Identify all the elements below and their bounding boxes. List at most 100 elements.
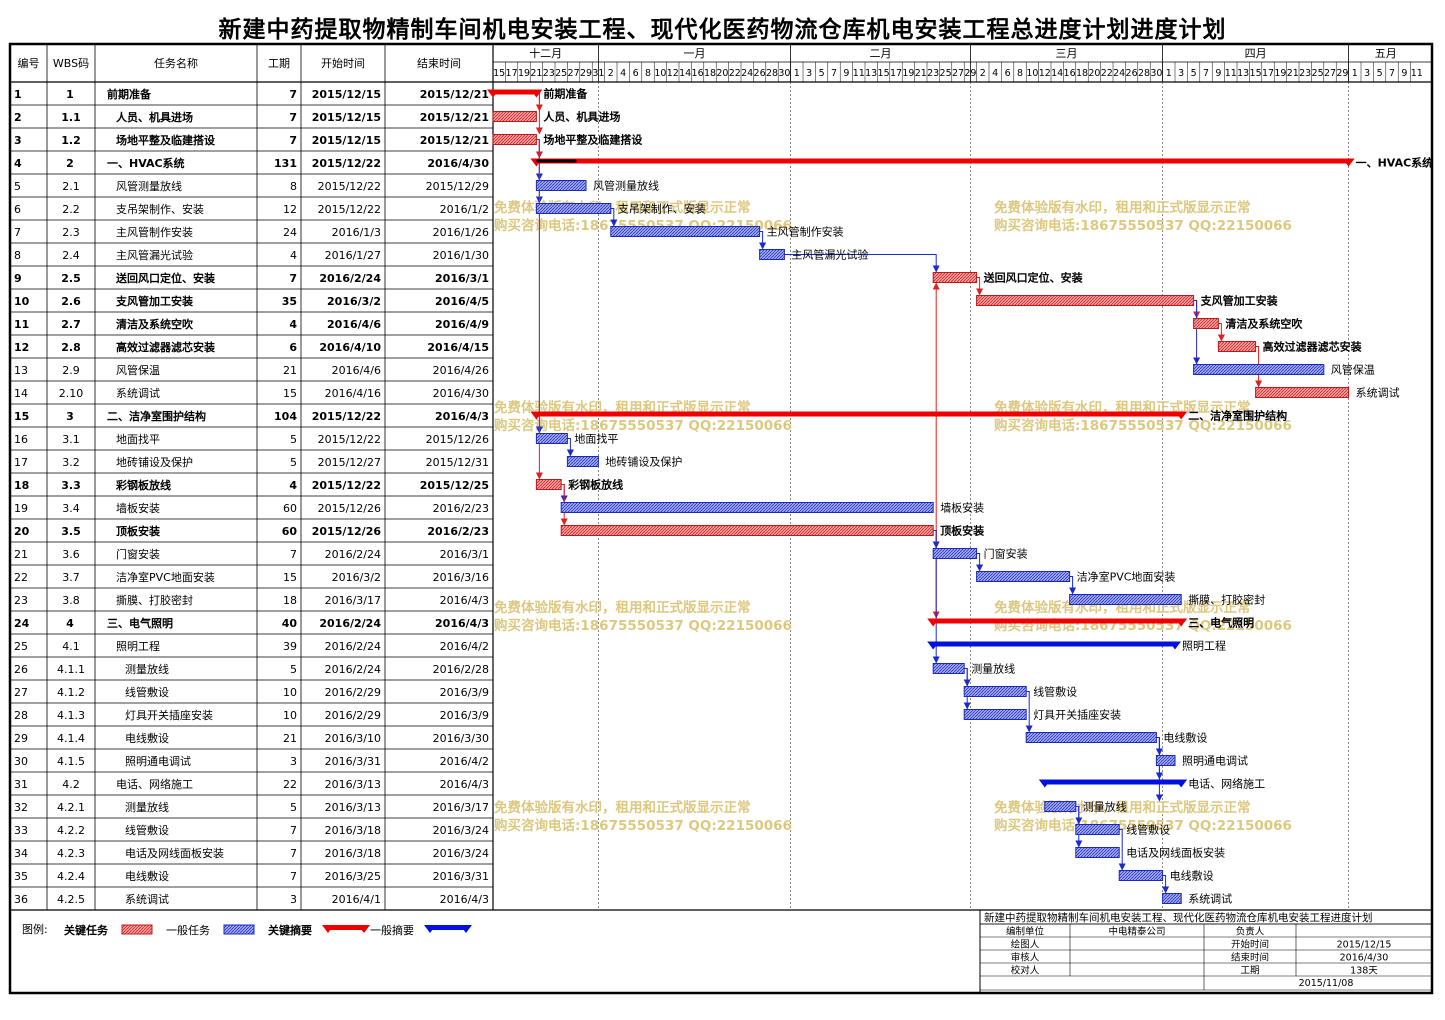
month-label: 四月 [1245,47,1267,60]
day-tick: 1 [1166,68,1172,79]
bar-label: 线管敷设 [1033,685,1077,699]
cell-id: 1 [14,88,22,101]
cell-task-name: 测量放线 [125,800,169,814]
cell-wbs: 3.1 [62,433,80,446]
cell-task-name: 线管敷设 [125,823,169,837]
cell-id: 30 [14,755,28,768]
day-tick: 28 [1138,68,1150,79]
summary-bar [536,158,1349,164]
table-row: 28 4.1.3 灯具开关插座安装 10 2016/2/29 2016/3/9 [14,708,489,722]
day-tick: 25 [940,68,952,79]
info-title: 新建中药提取物精制车间机电安装工程、现代化医药物流仓库机电安装工程进度计划 [984,911,1373,924]
link-arrow [1155,737,1163,802]
day-tick: 27 [1324,68,1336,79]
cell-start: 2016/4/6 [327,318,381,331]
cell-wbs: 3.5 [61,525,81,538]
watermark-text: 购买咨询电话:18675550537 QQ:22150066 [494,817,792,834]
cell-task-name: 照明工程 [116,640,160,653]
cell-task-name: 洁净室PVC地面安装 [116,570,215,584]
column-header: 开始时间 [321,56,365,70]
cell-start: 2015/12/26 [318,502,381,515]
table-row: 18 3.3 彩钢板放线 4 2015/12/22 2015/12/25 [14,478,489,492]
table-row: 17 3.2 地砖铺设及保护 5 2015/12/27 2015/12/31 [14,455,489,469]
cell-id: 11 [14,318,29,331]
cell-start: 2016/3/25 [325,870,381,883]
cell-task-name: 墙板安装 [116,501,160,515]
cell-duration: 12 [283,203,297,216]
cell-end: 2015/12/26 [426,433,489,446]
cell-task-name: 地砖铺设及保护 [116,455,193,469]
table-row: 9 2.5 送回风口定位、安装 7 2016/2/24 2016/3/1 [14,271,489,285]
cell-duration: 5 [290,663,297,676]
cell-wbs: 4.1.5 [57,755,85,768]
cell-task-name: 前期准备 [107,87,152,101]
day-tick: 31 [592,68,604,79]
task-bar [535,433,568,444]
day-tick: 5 [819,68,825,79]
bar-label: 前期准备 [543,87,588,101]
cell-wbs: 4.2.5 [57,893,85,906]
info-cell: 编制单位 [1006,926,1045,938]
cell-id: 19 [14,502,28,515]
cell-wbs: 2.4 [62,249,80,262]
info-date: 2015/11/08 [1299,978,1354,989]
table-row: 12 2.8 高效过滤器滤芯安装 6 2016/4/10 2016/4/15 [14,340,489,354]
cell-duration: 10 [283,686,297,699]
day-tick: 12 [1039,68,1051,79]
cell-end: 2016/4/30 [433,387,489,400]
legend: 图例: 关键任务 一般任务 关键摘要 一般摘要 [22,922,472,937]
bar-label: 灯具开关插座安装 [1033,708,1121,722]
day-tick: 30 [1150,68,1162,79]
table-row: 31 4.2 电话、网络施工 22 2016/3/13 2016/4/3 [14,777,489,791]
cell-wbs: 2.8 [61,341,81,354]
bar-label: 主风管制作安装 [767,225,844,239]
cell-wbs: 3 [66,410,74,423]
column-header: 编号 [18,56,40,70]
cell-duration: 131 [274,157,297,170]
summary-cap [487,89,499,98]
day-tick: 15 [493,68,505,79]
column-header: WBS码 [53,57,89,70]
cell-id: 4 [14,157,22,170]
column-header: 任务名称 [154,56,198,70]
cell-task-name: 照明通电调试 [125,755,191,768]
task-bar [560,525,934,536]
day-tick: 3 [1178,68,1184,79]
bar-label: 地砖铺设及保护 [605,455,682,469]
day-tick: 5 [1377,68,1383,79]
cell-end: 2015/12/31 [426,456,489,469]
day-tick: 2 [608,68,614,79]
link-arrow [759,231,767,250]
cell-start: 2016/2/24 [319,617,381,630]
link-arrow [610,208,618,227]
bar-label: 洁净室PVC地面安装 [1077,570,1176,584]
task-bar [963,686,1027,697]
day-tick: 16 [1064,68,1076,79]
cell-start: 2016/2/24 [325,548,381,561]
task-bar [1075,847,1120,858]
cell-wbs: 4.1.2 [57,686,85,699]
day-tick: 5 [1191,68,1197,79]
progress-line [536,159,577,163]
cell-end: 2016/4/3 [435,617,489,630]
info-cell: 绘图人 [1011,939,1040,951]
link-arrow [1118,829,1126,871]
summary-bar [1044,779,1182,785]
cell-task-name: 风管保温 [116,363,160,377]
day-tick: 7 [1389,68,1395,79]
bar-label: 照明通电调试 [1182,755,1248,768]
summary-cap [927,641,940,650]
cell-task-name: 顶板安装 [116,524,160,538]
task-bar [535,479,562,490]
cell-duration: 7 [290,548,297,561]
day-tick: 20 [716,68,728,79]
cell-wbs: 2.9 [62,364,80,377]
cell-duration: 60 [282,525,298,538]
link-arrow [932,282,940,531]
cell-duration: 60 [283,502,297,515]
info-cell: 开始时间 [1231,939,1269,951]
bar-label: 清洁及系统空吹 [1225,317,1303,331]
cell-start: 2016/2/29 [325,686,381,699]
cell-id: 21 [14,548,28,561]
